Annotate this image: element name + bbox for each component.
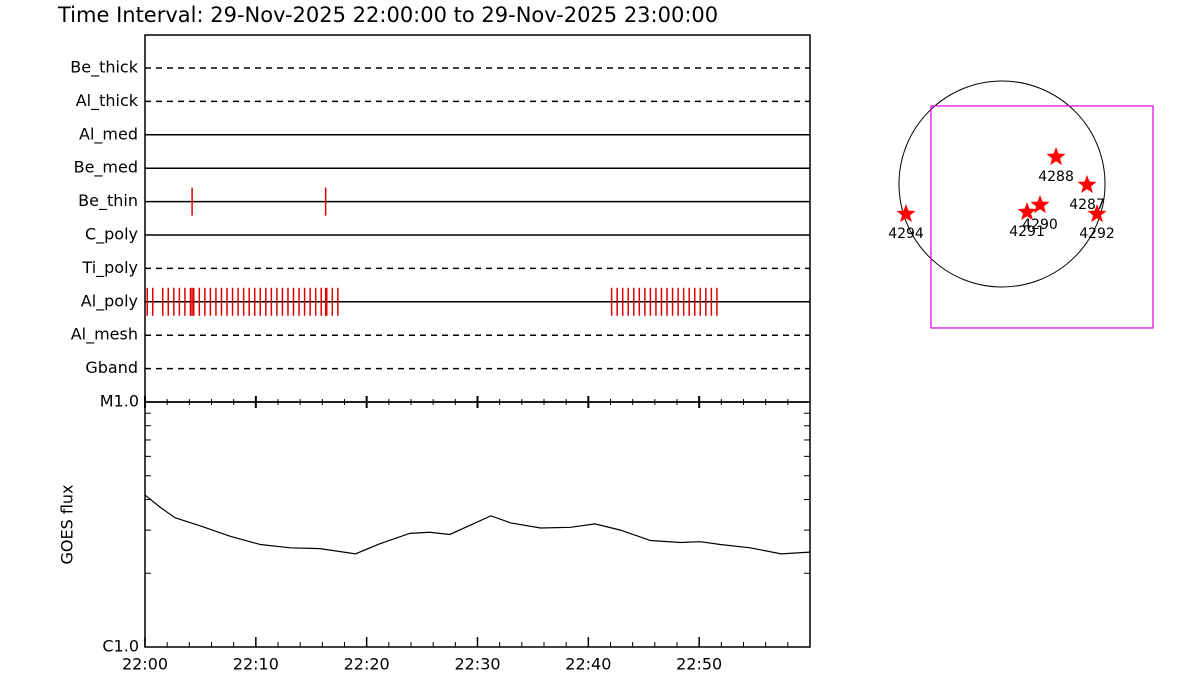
row-label: Al_poly <box>81 291 138 311</box>
x-tick-label: 22:50 <box>676 655 722 674</box>
region-label: 4291 <box>1009 224 1045 240</box>
x-tick-label: 22:40 <box>565 655 611 674</box>
panel-frame <box>144 401 811 648</box>
x-tick-label: 22:00 <box>122 655 168 674</box>
y-axis-label: GOES flux <box>58 484 77 564</box>
chart-title: Time Interval: 29-Nov-2025 22:00:00 to 2… <box>57 3 718 27</box>
y-tick-label: M1.0 <box>100 392 139 411</box>
solar-disk <box>898 80 1106 288</box>
region-star <box>1030 195 1050 214</box>
row-label: Al_mesh <box>71 325 138 345</box>
region-star <box>1017 202 1037 221</box>
region-star <box>896 204 916 223</box>
row-label: Al_thick <box>76 91 139 111</box>
region-star <box>1087 204 1107 223</box>
y-tick-label: C1.0 <box>102 637 139 656</box>
row-label: C_poly <box>85 225 138 245</box>
row-label: Ti_poly <box>81 258 138 278</box>
region-label: 4287 <box>1069 197 1105 213</box>
x-tick-label: 22:10 <box>233 655 279 674</box>
region-label: 4288 <box>1038 169 1074 185</box>
region-star <box>1077 174 1097 194</box>
region-label: 4294 <box>888 226 924 242</box>
region-star <box>1046 147 1066 166</box>
panel-frame <box>144 34 811 403</box>
x-tick-label: 22:20 <box>344 655 390 674</box>
row-label: Be_thin <box>78 191 138 211</box>
region-label: 4290 <box>1022 217 1058 233</box>
row-label: Be_med <box>74 158 138 178</box>
row-label: Al_med <box>79 124 138 144</box>
row-label: Be_thick <box>70 58 138 78</box>
field-of-view <box>930 105 1154 329</box>
x-tick-label: 22:30 <box>454 655 500 674</box>
row-label: Gband <box>85 358 138 377</box>
region-label: 4292 <box>1079 226 1115 242</box>
goes-line <box>144 494 811 555</box>
